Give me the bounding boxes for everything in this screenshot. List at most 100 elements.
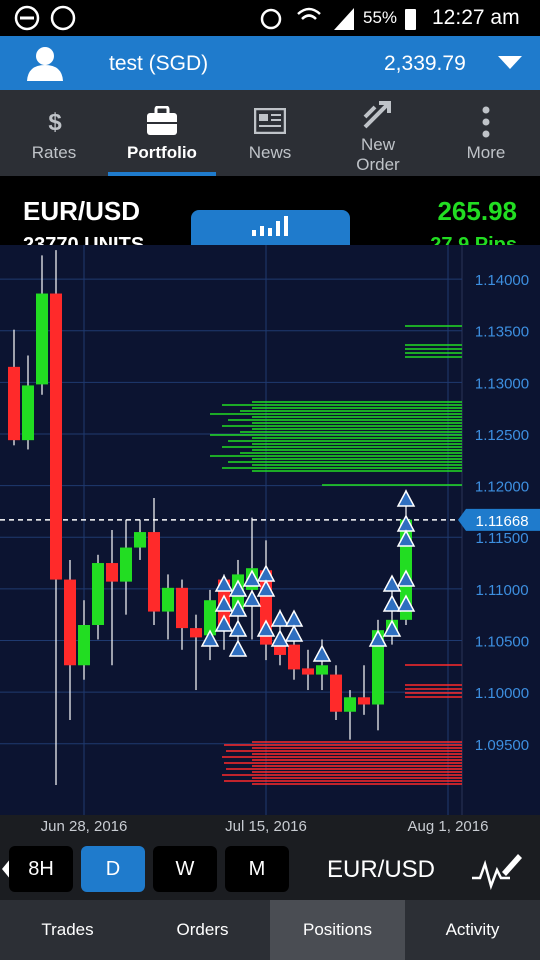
trade-marker	[396, 569, 416, 587]
nav-portfolio[interactable]: Portfolio	[108, 90, 216, 176]
timeframe-bar: 8H D W M EUR/USD	[0, 838, 540, 900]
trade-marker	[200, 629, 220, 647]
candle-body	[8, 366, 20, 441]
candle-body	[50, 293, 62, 580]
timeframe-button[interactable]: W	[153, 846, 217, 892]
candle-body	[316, 665, 328, 675]
chart: Jun 28, 2016 Jul 15, 2016 Aug 1, 2016 1.140…	[0, 245, 540, 838]
nav-label: Portfolio	[127, 143, 197, 162]
trade-marker	[228, 619, 248, 637]
trade-marker	[228, 599, 248, 617]
nav-rates[interactable]: $ Rates	[0, 90, 108, 176]
chart-toggle[interactable]	[191, 210, 350, 245]
trade-marker	[228, 579, 248, 597]
scroll-left[interactable]	[2, 858, 12, 880]
candle-body	[134, 532, 146, 548]
nav-label: More	[466, 143, 506, 162]
y-tick-label: 1.12500	[475, 427, 529, 444]
candle-body	[36, 293, 48, 385]
trade-marker	[214, 614, 234, 632]
y-tick-label: 1.11500	[475, 530, 528, 547]
rates-icon: $	[48, 109, 62, 136]
indicator-icon[interactable]	[470, 850, 524, 890]
y-tick-label: 1.13000	[475, 375, 529, 392]
instrument-pl: 265.98	[437, 196, 517, 226]
y-tick-label: 1.09500	[475, 737, 529, 754]
y-tick-label: 1.10000	[475, 685, 529, 702]
status-bar: 55% 12:27 am	[0, 0, 540, 36]
clock: 12:27 am	[432, 6, 520, 29]
candle-body	[148, 532, 160, 612]
trade-marker	[256, 579, 276, 597]
y-tick-label: 1.13500	[475, 324, 529, 341]
more-icon	[482, 106, 490, 138]
chart-toggle-icon	[252, 216, 288, 236]
tab[interactable]: Orders	[176, 920, 229, 939]
trade-marker	[214, 574, 234, 592]
candle-body	[176, 587, 188, 629]
trade-marker	[382, 619, 402, 637]
instrument-header: EUR/USD 23770 UNITS 265.98 27.9 Pips	[0, 176, 540, 245]
candle-body	[358, 697, 370, 705]
candle-body	[288, 644, 300, 670]
candle-body	[92, 563, 104, 625]
candle-body	[372, 630, 384, 705]
trade-marker	[270, 629, 290, 647]
trade-marker	[312, 644, 332, 662]
x-tick-label: Jul 15, 2016	[225, 818, 307, 835]
candle-body	[22, 385, 34, 441]
account-bar[interactable]: test (SGD) 2,339.79	[0, 36, 540, 90]
instrument-units: 23770 UNITS	[23, 234, 145, 245]
trade-marker	[228, 639, 248, 657]
candle-body	[106, 563, 118, 582]
trade-marker	[242, 569, 262, 587]
candle-body	[78, 625, 90, 666]
instrument-pips: 27.9 Pips	[430, 234, 517, 245]
tab[interactable]: Trades	[41, 920, 94, 939]
account-balance: 2,339.79	[384, 52, 466, 75]
trade-marker	[284, 624, 304, 642]
user-icon	[27, 47, 63, 81]
trade-marker	[382, 594, 402, 612]
trade-marker	[396, 529, 416, 547]
trade-marker	[214, 594, 234, 612]
trade-marker	[270, 609, 290, 627]
nav-label: News	[248, 143, 292, 162]
trade-marker	[368, 629, 388, 647]
y-tick-label: 1.12000	[475, 479, 529, 496]
svg-text:$: $	[48, 109, 62, 136]
nav-label: New Order	[356, 135, 400, 174]
candle-body	[330, 674, 342, 712]
symbol-selector[interactable]: EUR/USD	[327, 856, 436, 883]
timeframe-button[interactable]: M	[225, 846, 289, 892]
candle-body	[162, 587, 174, 612]
status-icons	[14, 5, 416, 31]
x-axis-band	[0, 815, 540, 838]
nav-news[interactable]: News	[216, 90, 324, 176]
news-icon	[254, 108, 286, 134]
timeframe-button[interactable]: D	[81, 846, 145, 892]
nav-label: Rates	[31, 143, 77, 162]
candle-body	[344, 697, 356, 712]
tab-bar: Trades Orders Positions Activity	[0, 900, 540, 960]
candle-body	[64, 579, 76, 666]
account-name: test (SGD)	[109, 52, 209, 75]
order-icon	[363, 101, 391, 129]
tab[interactable]: Activity	[445, 920, 500, 939]
candle-body	[190, 628, 202, 638]
dropdown-arrow	[498, 56, 522, 69]
candle-body	[120, 547, 132, 582]
timeframe-button[interactable]: 8H	[9, 846, 73, 892]
battery-level: 55%	[363, 8, 398, 27]
tab[interactable]: Positions	[270, 900, 405, 960]
trade-marker	[396, 594, 416, 612]
nav-more[interactable]: More	[432, 90, 540, 176]
current-price-label: 1.11668	[475, 513, 528, 530]
current-price-tag	[458, 508, 540, 531]
y-tick-label: 1.11000	[475, 582, 528, 599]
instrument-symbol: EUR/USD	[23, 196, 141, 226]
nav-new-order[interactable]: New Order	[324, 90, 432, 176]
candle-body	[302, 668, 314, 675]
trade-marker	[256, 619, 276, 637]
